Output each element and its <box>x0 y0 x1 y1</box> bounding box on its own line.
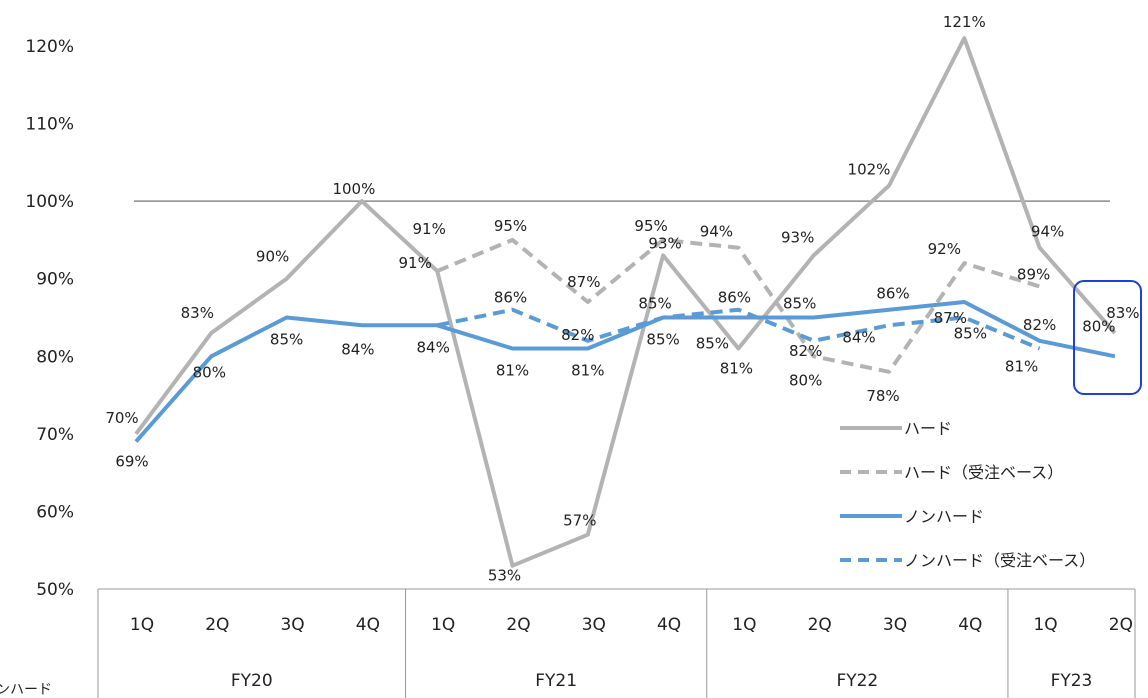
data-label: 82% <box>561 326 594 344</box>
data-label: 81% <box>496 362 529 380</box>
category-label: 3Q <box>280 615 304 635</box>
data-label: 81% <box>571 362 604 380</box>
y-tick-label: 110% <box>25 115 74 135</box>
data-label: 93% <box>648 234 681 252</box>
data-label: 90% <box>256 248 289 266</box>
y-tick-label: 90% <box>36 270 74 290</box>
data-label: 92% <box>928 240 961 258</box>
category-label: 1Q <box>1033 615 1057 635</box>
data-label: 85% <box>270 331 303 349</box>
data-label: 81% <box>1005 358 1038 376</box>
series-layer <box>134 36 1117 568</box>
data-label: 86% <box>876 285 909 303</box>
category-label: 1Q <box>732 615 756 635</box>
category-label: 4Q <box>657 615 681 635</box>
group-label: FY23 <box>1051 671 1093 691</box>
legend-label: ノンハード（受注ベース） <box>904 551 1095 570</box>
cut-off-label: ンハード <box>0 682 52 698</box>
series-line <box>436 237 1041 374</box>
data-label: 83% <box>181 304 214 322</box>
category-label: 2Q <box>506 615 530 635</box>
legend-label: ノンハード <box>904 507 984 526</box>
y-tick-label: 100% <box>25 192 74 212</box>
data-label: 80% <box>1082 317 1115 335</box>
data-label: 69% <box>115 453 148 471</box>
data-label: 95% <box>494 217 527 235</box>
data-label: 95% <box>634 217 667 235</box>
data-label: 94% <box>1031 223 1064 241</box>
legend-label: ハード <box>904 419 952 438</box>
category-label: 3Q <box>883 615 907 635</box>
group-label: FY21 <box>535 671 577 691</box>
y-tick-label: 60% <box>36 502 74 522</box>
series-line <box>134 36 1117 568</box>
data-label: 80% <box>193 363 226 381</box>
data-label: 89% <box>1017 265 1050 283</box>
series-line <box>134 300 1116 443</box>
data-label: 85% <box>954 325 987 343</box>
y-tick-label: 70% <box>36 425 74 445</box>
category-table: 1Q 2Q 3Q 4Q 1Q 2Q 3Q 4Q 1Q 2Q 3Q 4Q 1Q 2Q FY20 FY21 FY22… <box>97 588 1136 698</box>
data-label: 83% <box>1106 304 1139 322</box>
data-label: 91% <box>413 220 446 238</box>
data-label: 82% <box>789 342 822 360</box>
y-axis: 50% 60% 70% 80% 90% 100% 110% 120% <box>25 37 74 600</box>
data-label: 53% <box>488 567 521 585</box>
data-label: 85% <box>638 295 671 313</box>
category-label: 2Q <box>1109 615 1133 635</box>
data-label: 87% <box>567 273 600 291</box>
data-label: 84% <box>417 338 450 356</box>
data-label: 84% <box>341 340 374 358</box>
data-label: 57% <box>563 512 596 530</box>
data-label: 94% <box>700 223 733 241</box>
data-label: 121% <box>943 13 986 31</box>
group-label: FY22 <box>836 671 878 691</box>
data-label: 78% <box>866 387 899 405</box>
data-label: 102% <box>848 161 891 179</box>
category-label: 1Q <box>431 615 455 635</box>
data-label: 91% <box>399 254 432 272</box>
data-label: 87% <box>934 309 967 327</box>
data-label: 85% <box>646 331 679 349</box>
y-tick-label: 50% <box>36 580 74 600</box>
group-label: FY20 <box>231 671 273 691</box>
data-label: 80% <box>789 371 822 389</box>
data-label: 84% <box>842 328 875 346</box>
data-label-layer: 70% 83% 90% 100% 91% 53% 57% 93% 81% 93% 102% 121% 9… <box>105 13 1139 584</box>
category-label: 2Q <box>808 615 832 635</box>
fy23-2q-highlight-box <box>1073 280 1142 395</box>
category-label: 1Q <box>130 615 154 635</box>
data-label: 70% <box>105 409 138 427</box>
legend-label: ハード（受注ベース） <box>904 463 1063 482</box>
y-tick-label: 120% <box>25 37 74 57</box>
category-label: 4Q <box>356 615 380 635</box>
data-label: 82% <box>1023 316 1056 334</box>
data-label: 93% <box>781 228 814 246</box>
data-label: 85% <box>783 295 816 313</box>
category-label: 4Q <box>958 615 982 635</box>
data-label: 85% <box>696 335 729 353</box>
category-label: 2Q <box>205 615 229 635</box>
data-label: 81% <box>720 360 753 378</box>
data-label: 100% <box>332 180 375 198</box>
y-tick-label: 80% <box>36 347 74 367</box>
data-label: 86% <box>494 289 527 307</box>
series-line <box>436 307 1041 351</box>
data-label: 86% <box>718 289 751 307</box>
category-label: 3Q <box>582 615 606 635</box>
